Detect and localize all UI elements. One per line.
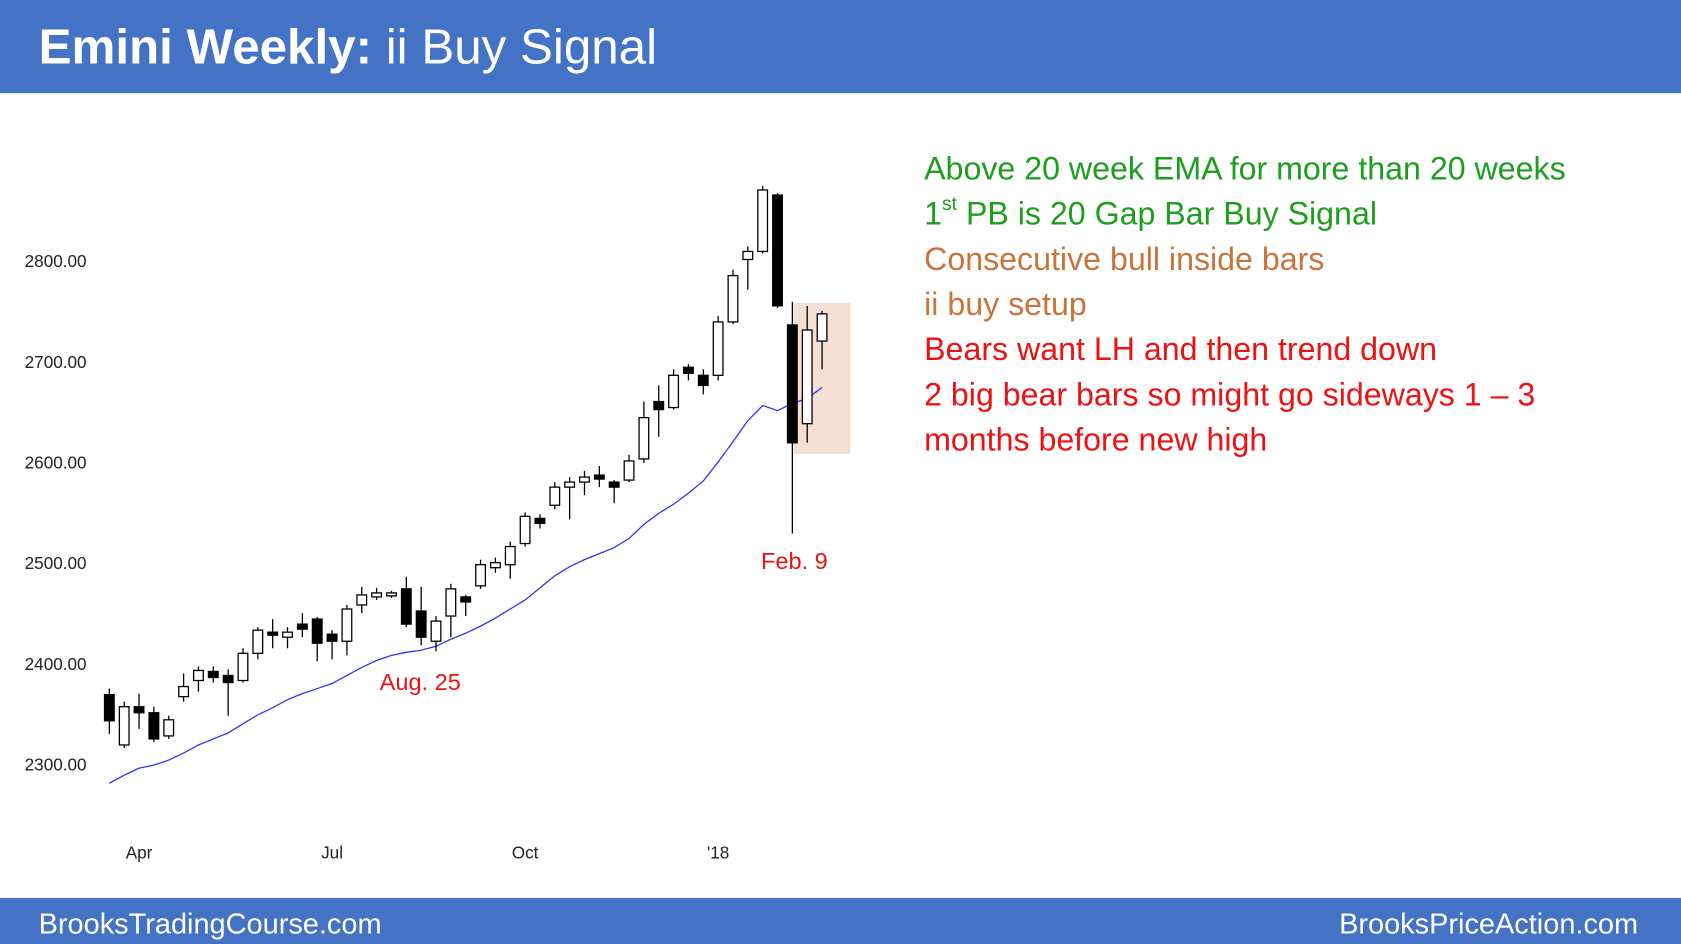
- candle-body: [252, 629, 264, 654]
- y-tick-label: 2800.00: [25, 251, 87, 271]
- candle-body: [682, 366, 694, 374]
- x-tick-label: Oct: [512, 843, 539, 863]
- candle-body: [385, 592, 397, 597]
- candle-body: [608, 481, 620, 488]
- candle-body: [504, 545, 516, 566]
- note: Consecutive bull inside bars: [924, 240, 1324, 276]
- candle-body: [653, 400, 665, 411]
- candle-body: [772, 194, 783, 307]
- candle-body: [801, 329, 813, 425]
- notes: Above 20 week EMA for more than 20 weeks…: [924, 150, 1566, 457]
- note-sup: st: [942, 194, 958, 215]
- note: Above 20 week EMA for more than 20 weeks: [924, 150, 1566, 186]
- note-text: Bears want LH and then trend down: [924, 331, 1437, 367]
- note-text: months before new high: [924, 421, 1267, 457]
- header-bar: [0, 0, 1681, 94]
- candle-body: [564, 481, 576, 488]
- title-bold: Emini Weekly:: [39, 19, 372, 74]
- candle-body: [296, 623, 308, 630]
- note-text: ii buy setup: [924, 286, 1087, 322]
- x-tick-label: Jul: [321, 843, 343, 863]
- note-text: PB is 20 Gap Bar Buy Signal: [957, 195, 1377, 231]
- note-text: 1: [924, 195, 942, 231]
- candle-body: [460, 596, 472, 603]
- note: 2 big bear bars so might go sideways 1 –…: [924, 376, 1535, 412]
- candle-body: [282, 631, 293, 638]
- candle-body: [133, 706, 145, 714]
- candle-body: [579, 476, 590, 483]
- candle-body: [178, 685, 190, 698]
- candle-body: [519, 515, 531, 545]
- candle-body: [668, 374, 680, 409]
- title: Emini Weekly: ii Buy Signal: [39, 19, 657, 74]
- candle-body: [786, 324, 798, 444]
- x-tick-label: Apr: [126, 843, 153, 863]
- y-tick-label: 2500.00: [25, 553, 87, 573]
- y-tick-label: 2300.00: [25, 755, 87, 775]
- candle-body: [356, 594, 368, 606]
- candle-body: [207, 670, 219, 679]
- note-text: 2 big bear bars so might go sideways 1 –…: [924, 376, 1535, 412]
- y-tick-label: 2600.00: [25, 452, 87, 472]
- note: Bears want LH and then trend down: [924, 331, 1437, 367]
- footer-left: BrooksTradingCourse.com: [39, 908, 382, 940]
- candle-body: [371, 592, 383, 598]
- note-text: Above 20 week EMA for more than 20 weeks: [924, 150, 1566, 186]
- candle-body: [267, 631, 279, 636]
- candle-body: [549, 486, 561, 506]
- footer-right: BrooksPriceAction.com: [1339, 908, 1638, 940]
- candle-body: [475, 564, 487, 587]
- plot: 2300.00 2400.00 2500.00 2600.00 2700.00 2800.…: [25, 185, 851, 863]
- candle-body: [400, 588, 412, 625]
- candle-body: [326, 633, 338, 642]
- annotation: Aug. 25: [380, 669, 461, 695]
- candle-body: [118, 706, 130, 746]
- candle-body: [489, 562, 501, 569]
- candle-body: [103, 693, 115, 722]
- candle-body: [816, 313, 828, 342]
- candle-body: [593, 474, 605, 480]
- candle-body: [534, 517, 546, 525]
- candle-body: [148, 712, 160, 740]
- candle-body: [445, 588, 457, 617]
- candle-body: [415, 610, 427, 638]
- candle-body: [638, 416, 650, 460]
- candle-body: [757, 189, 769, 253]
- candle-body: [623, 460, 635, 481]
- note-text: Consecutive bull inside bars: [924, 240, 1324, 276]
- candle-body: [237, 652, 249, 682]
- title-rest: ii Buy Signal: [372, 19, 657, 74]
- y-tick-label: 2400.00: [25, 654, 87, 674]
- annotation: Feb. 9: [761, 548, 828, 574]
- candle-body: [712, 321, 724, 376]
- y-tick-label: 2700.00: [25, 352, 87, 372]
- candle-body: [727, 274, 739, 323]
- note: 1st PB is 20 Gap Bar Buy Signal: [924, 194, 1377, 231]
- x-tick-label: '18: [707, 843, 729, 863]
- candle-body: [192, 669, 204, 682]
- footer-bar: [0, 897, 1681, 944]
- candle-body: [163, 719, 175, 737]
- candle-body: [697, 374, 709, 387]
- candle-body: [222, 674, 234, 684]
- note: months before new high: [924, 421, 1267, 457]
- candle-body: [311, 618, 323, 644]
- candle-body: [742, 250, 754, 261]
- candle-body: [430, 620, 442, 642]
- candle-body: [341, 608, 353, 642]
- note: ii buy setup: [924, 286, 1087, 322]
- ema-line: [109, 386, 823, 784]
